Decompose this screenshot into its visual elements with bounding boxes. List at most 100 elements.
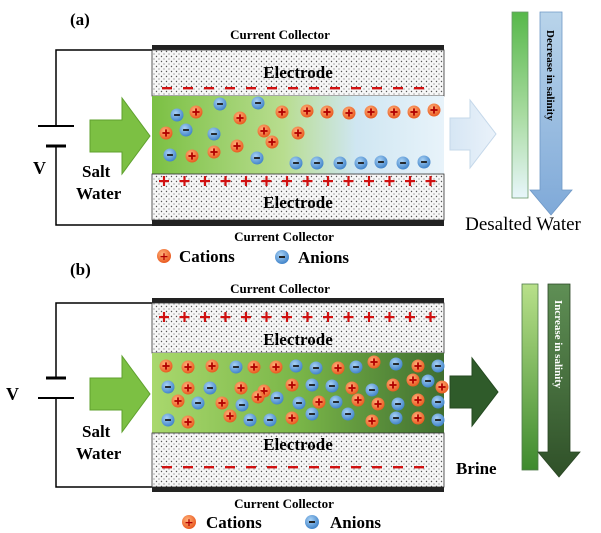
minus-mark [393,466,403,469]
cation-ion [411,393,425,407]
cation-ion [247,360,261,374]
minus-mark [267,466,277,469]
cation-ion [365,414,379,428]
minus-mark [183,466,193,469]
anion-ion [305,407,319,421]
plus-mark [323,176,333,186]
cation-ion [251,390,265,404]
minus-mark [393,87,403,90]
minus-mark [288,87,298,90]
anion-ion [207,127,221,141]
cation-ion [275,105,289,119]
electrode-top-label: Electrode [263,330,333,349]
electrode-bottom [151,432,445,488]
electrode-top [151,302,445,354]
plus-mark [323,312,333,322]
plus-mark [200,312,210,322]
salinity-bar [511,11,529,199]
current-collector-top [152,45,444,50]
plus-mark [282,312,292,322]
cation-ion [386,378,400,392]
cation-ion [285,378,299,392]
inlet-arrow [89,354,151,434]
salt-water-label-line1: Salt [82,162,111,181]
anion-ion [305,378,319,392]
anion-ion [229,360,243,374]
anion-ion [310,156,324,170]
cation-ion [411,359,425,373]
plus-mark [302,312,313,322]
voltage-label: V [33,158,46,178]
cation-ion [411,411,425,425]
cation-ion [407,105,421,119]
plus-mark [364,312,374,322]
anion-ion [431,413,445,427]
legend-anion-icon [275,250,289,264]
minus-mark [372,466,382,469]
minus-mark [309,466,319,469]
cation-ion [233,111,247,125]
anion-ion [325,379,339,393]
anion-ion [250,151,264,165]
anion-ion [213,97,227,111]
cation-ion [257,124,271,138]
minus-mark [309,87,319,90]
salt-water-label-line2: Water [76,184,122,203]
cation-ion [285,411,299,425]
plus-mark [220,176,231,186]
legend-cations-label: Cations [179,247,235,266]
plus-mark [405,176,415,186]
cation-ion [435,380,449,394]
current-collector-top-label: Current Collector [230,27,330,42]
cation-ion [181,360,195,374]
cation-ion [230,139,244,153]
ions-panel-b [159,355,449,429]
anion-ion [389,411,403,425]
minus-mark [162,87,172,90]
legend-anions-label: Anions [330,513,381,532]
anion-ion [289,359,303,373]
minus-mark [162,466,172,469]
cation-ion [331,361,345,375]
cation-ion [265,135,279,149]
desalted-water-label: Desalted Water [465,214,581,235]
electrode-top-negative-charges [162,87,424,90]
cation-ion [406,373,420,387]
anion-ion [263,413,277,427]
legend-anions-label: Anions [298,248,349,267]
panel-b: (b) Current Collector V Electrode Electr… [6,260,581,532]
voltage-label: V [6,384,19,404]
salinity-decrease-arrow [529,11,573,216]
anion-ion [243,413,257,427]
anion-ion [396,156,410,170]
salinity-increase-arrow [537,283,581,478]
anion-ion [179,123,193,137]
panel-b-label: (b) [70,260,91,279]
anion-ion [329,395,343,409]
salt-water-label-line2: Water [76,444,122,463]
cation-ion [181,415,195,429]
anion-ion [191,396,205,410]
cation-ion [181,381,195,395]
panel-a-label: (a) [70,10,90,29]
minus-mark [288,466,298,469]
brine-label: Brine [456,459,497,478]
anion-ion [349,360,363,374]
minus-mark [183,87,193,90]
anion-ion [309,361,323,375]
cation-ion [185,149,199,163]
plus-mark [425,176,436,186]
cation-ion [234,381,248,395]
anion-ion [289,156,303,170]
legend-anion-icon [305,515,319,529]
current-collector-top-label: Current Collector [230,281,330,296]
cation-ion [371,397,385,411]
electrode-bottom-negative-charges [162,466,424,469]
legend-cation-icon: + [157,249,171,263]
panel-a: (a) Current Collector V Electrode Electr… [33,10,582,267]
minus-mark [414,466,424,469]
electrode-bottom-positive-charges [159,176,436,186]
plus-mark [261,176,272,186]
cation-ion [171,394,185,408]
